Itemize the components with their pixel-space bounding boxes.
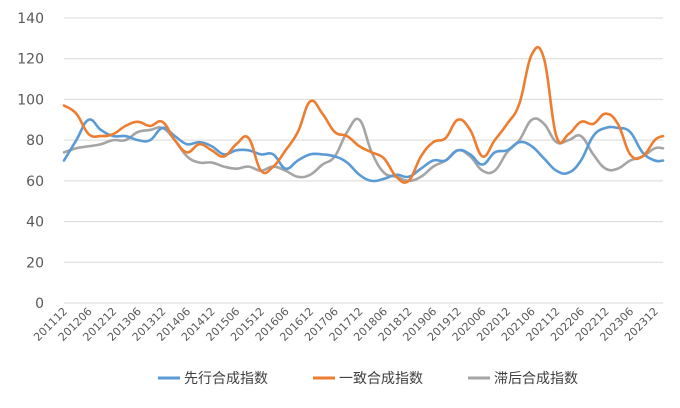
- y-tick-label: 40: [26, 215, 44, 231]
- series-line-1: [62, 45, 665, 184]
- y-tick-label: 20: [26, 255, 44, 271]
- y-tick-label: 140: [17, 11, 44, 27]
- y-axis: 0 20 40 60 80 100 120 140: [17, 11, 44, 312]
- y-tick-label: 100: [17, 92, 44, 108]
- series-line-0: [62, 118, 665, 183]
- y-tick-label: 60: [26, 174, 44, 190]
- legend-label-0: 先行合成指数: [184, 371, 268, 387]
- legend-label-2: 滞后合成指数: [494, 371, 578, 387]
- legend: 先行合成指数 一致合成指数 滞后合成指数: [158, 371, 578, 387]
- y-tick-label: 0: [35, 296, 44, 312]
- y-tick-label: 120: [17, 52, 44, 68]
- y-tick-label: 80: [26, 133, 44, 149]
- legend-label-1: 一致合成指数: [339, 371, 423, 387]
- series-lines: [62, 45, 665, 184]
- x-axis: 2011122012062012122013062013122014062014…: [31, 305, 661, 344]
- gridlines: [64, 17, 663, 304]
